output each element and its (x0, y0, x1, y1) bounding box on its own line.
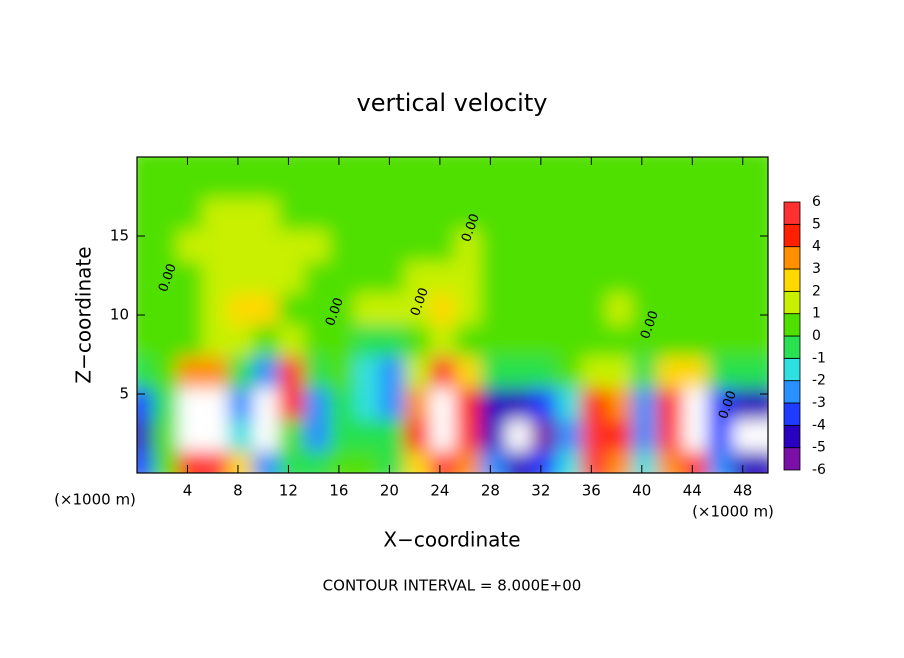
colorbar-swatch (783, 447, 801, 471)
colorbar-label: -6 (812, 462, 826, 478)
y-tick-label: 15 (110, 227, 129, 245)
x-unit-right: (×1000 m) (692, 503, 774, 521)
colorbar-label: -5 (812, 440, 826, 456)
colorbar-swatch (783, 335, 801, 359)
y-tick-label: 10 (110, 306, 129, 324)
colorbar-swatch (783, 402, 801, 426)
colorbar-label: 2 (812, 283, 821, 299)
colorbar-label: -2 (812, 373, 826, 389)
x-unit-left: (×1000 m) (54, 491, 136, 509)
x-tick-label: 40 (632, 482, 651, 500)
colorbar-label: 4 (812, 239, 821, 255)
colorbar-label: 0 (812, 328, 821, 344)
x-tick-label: 4 (183, 482, 193, 500)
y-axis-label: Z−coordinate (72, 246, 96, 383)
colorbar-label: -4 (812, 417, 826, 433)
x-tick-label: 44 (683, 482, 702, 500)
colorbar-label: 5 (812, 216, 821, 232)
x-tick-label: 36 (582, 482, 601, 500)
x-tick-label: 24 (430, 482, 449, 500)
colorbar-label: -1 (812, 350, 826, 366)
x-tick-label: 32 (531, 482, 550, 500)
colorbar-label: 6 (812, 194, 821, 210)
colorbar-swatch (783, 313, 801, 337)
x-tick-label: 48 (733, 482, 752, 500)
x-tick-label: 8 (233, 482, 243, 500)
plot-area (137, 157, 768, 473)
colorbar-label: -3 (812, 395, 826, 411)
x-tick-label: 20 (380, 482, 399, 500)
field (137, 157, 768, 473)
colorbar-swatch (783, 380, 801, 404)
plot-frame (136, 156, 769, 474)
colorbar-swatch (783, 290, 801, 315)
colorbar-swatch (783, 357, 801, 382)
x-tick-label: 16 (329, 482, 348, 500)
colorbar-swatch (783, 246, 801, 270)
cell (732, 157, 768, 199)
colorbar-label: 3 (812, 261, 821, 277)
footer: CONTOUR INTERVAL = 8.000E+00 (323, 577, 582, 595)
x-axis-label: X−coordinate (383, 528, 520, 552)
y-tick-label: 5 (119, 385, 129, 403)
x-tick-label: 12 (279, 482, 298, 500)
x-tick-label: 28 (481, 482, 500, 500)
chart-title: vertical velocity (357, 89, 548, 117)
colorbar-label: 1 (812, 306, 821, 322)
colorbar-swatch (783, 268, 801, 292)
colorbar-swatch (783, 424, 801, 449)
colorbar-swatch (783, 201, 801, 225)
colorbar-swatch (783, 223, 801, 248)
